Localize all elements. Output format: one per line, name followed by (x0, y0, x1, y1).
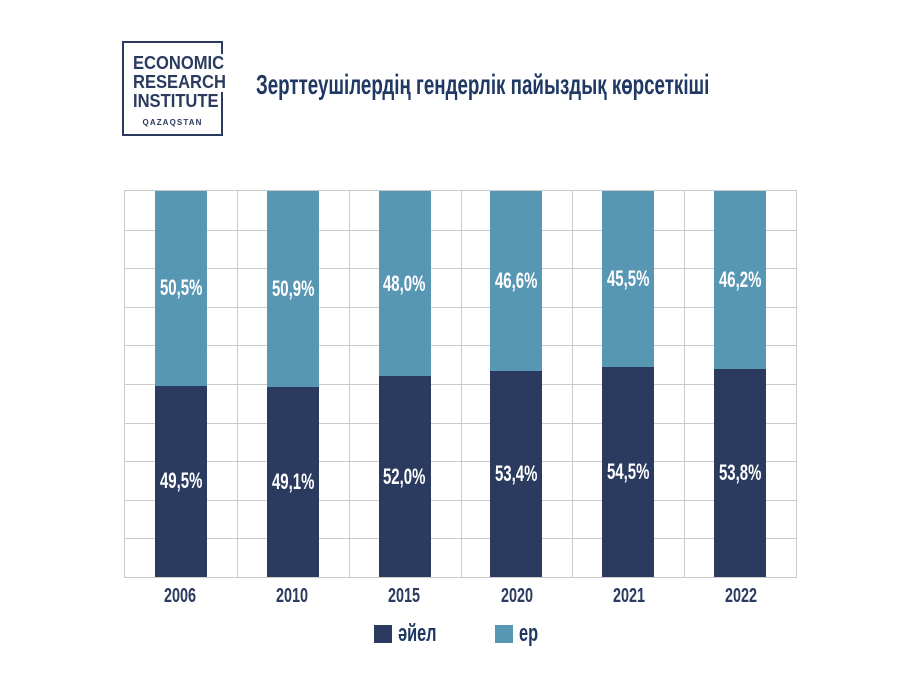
bar-segment-әйел-2006: 49,5% (154, 385, 207, 577)
bar-value-label: 46,6% (495, 267, 538, 293)
bar-value-label: 53,8% (718, 460, 762, 486)
logo-text-line3: INSTITUTE (133, 91, 221, 111)
gridline-vertical (572, 191, 574, 577)
bar-segment-әйел-2010: 49,1% (266, 387, 319, 577)
legend-item-ayel: әйел (374, 620, 455, 648)
bar-segment-ер-2020: 46,6% (490, 191, 543, 371)
bar-segment-ер-2021: 45,5% (602, 191, 655, 367)
legend-swatch-er (494, 625, 513, 643)
legend-swatch-ayel (374, 625, 393, 643)
bar-value-label: 52,0% (383, 463, 426, 489)
bar-value-label: 48,0% (383, 270, 426, 296)
gridline-vertical (684, 191, 686, 577)
x-axis-label-2010: 2010 (276, 585, 309, 607)
logo-country-label: QAZAQSTAN (142, 118, 203, 127)
bar-value-label: 49,1% (271, 469, 314, 495)
stacked-bar-2015: 48,0% 52,0% (378, 191, 431, 577)
x-axis-label-2021: 2021 (612, 585, 645, 607)
bar-value-label: 50,5% (159, 275, 203, 301)
legend-item-er: ер (494, 620, 547, 648)
stacked-bar-2021: 45,5% 54,5% (602, 191, 655, 577)
bar-value-label: 45,5% (607, 265, 650, 291)
bar-value-label: 50,9% (271, 276, 314, 302)
legend-label-ayel: әйел (398, 620, 437, 647)
x-axis-label-2022: 2022 (724, 585, 757, 607)
gridline-vertical (348, 191, 350, 577)
gridline-vertical (460, 191, 462, 577)
logo-text: ECONOMIC RESEARCH INSTITUTE (133, 54, 236, 111)
bar-segment-әйел-2021: 54,5% (602, 366, 655, 577)
bar-segment-ер-2015: 48,0% (378, 191, 431, 377)
bar-segment-әйел-2022: 53,8% (714, 369, 767, 577)
bar-value-label: 53,4% (495, 460, 538, 486)
x-axis-label-2020: 2020 (500, 585, 533, 607)
gridline-vertical (236, 191, 238, 577)
stacked-bar-2010: 50,9% 49,1% (266, 191, 319, 577)
logo-text-line1: ECONOMIC (133, 53, 226, 73)
x-axis: 2006 2010 2015 2020 2021 2022 (124, 585, 797, 607)
chart-title: Зерттеушілердің гендерлік пайыздық көрсе… (256, 69, 710, 100)
logo-text-line2: RESEARCH (133, 72, 228, 92)
legend-label-er: ер (518, 620, 538, 647)
plot-area: 50,5% 49,5% 50,9% 49,1% 48,0% 52,0% 46,6% 53,4%… (124, 190, 797, 578)
bar-segment-әйел-2020: 53,4% (490, 370, 543, 577)
bar-value-label: 49,5% (159, 468, 203, 494)
bar-segment-ер-2006: 50,5% (154, 191, 207, 386)
bar-value-label: 46,2% (718, 267, 762, 293)
legend: әйел ер (124, 620, 797, 648)
x-axis-label-2015: 2015 (388, 585, 421, 607)
x-axis-label-2006: 2006 (164, 585, 197, 607)
eri-logo: ECONOMIC RESEARCH INSTITUTE QAZAQSTAN (122, 41, 228, 136)
stacked-bar-2022: 46,2% 53,8% (714, 191, 767, 577)
bar-segment-ер-2022: 46,2% (714, 191, 767, 370)
bar-value-label: 54,5% (607, 458, 650, 484)
bar-segment-әйел-2015: 52,0% (378, 376, 431, 577)
bar-segment-ер-2010: 50,9% (266, 191, 319, 388)
stacked-bar-2006: 50,5% 49,5% (154, 191, 207, 577)
stacked-bar-2020: 46,6% 53,4% (490, 191, 543, 577)
